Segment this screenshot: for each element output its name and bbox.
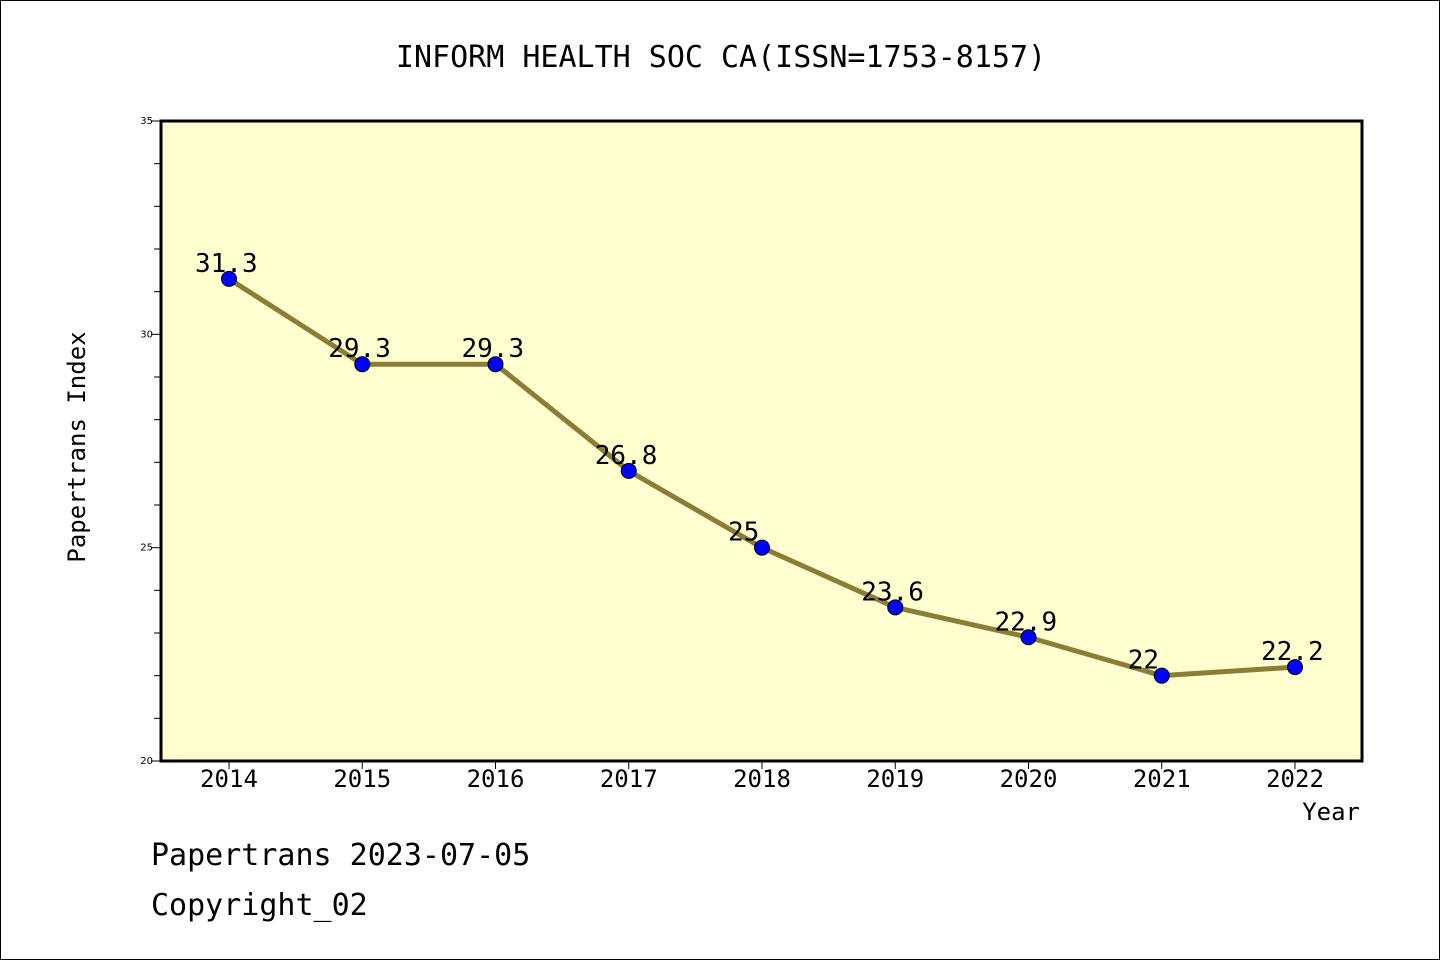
data-point: [1020, 629, 1037, 646]
data-point: [221, 270, 237, 287]
y-tick-label: 30: [140, 329, 153, 340]
data-label: 23.6: [861, 577, 924, 607]
x-tick-label: 2020: [1000, 765, 1058, 793]
data-label: 29.3: [462, 334, 525, 364]
data-point: [887, 599, 904, 616]
data-point: [354, 356, 371, 373]
data-label: 25: [728, 518, 759, 548]
marker-group: [221, 270, 1303, 684]
x-tick-label: 2022: [1266, 765, 1324, 793]
y-axis-label: Papertrans Index: [63, 331, 91, 562]
x-tick-label: 2017: [600, 765, 658, 793]
y-axis: 20 25 30 35: [140, 116, 161, 767]
x-tick-label: 2016: [467, 765, 525, 793]
data-label: 22.2: [1261, 637, 1324, 667]
y-tick-label: 20: [140, 756, 153, 767]
data-label: 29.3: [328, 334, 391, 364]
footer-date: Papertrans 2023-07-05: [151, 838, 530, 873]
plot-area: [159, 119, 1364, 763]
x-tick-label: 2015: [333, 765, 391, 793]
data-label: 31.3: [195, 249, 258, 279]
data-point: [487, 356, 504, 373]
x-tick-label: 2021: [1133, 765, 1191, 793]
chart-title: INFORM HEALTH SOC CA(ISSN=1753-8157): [396, 40, 1046, 75]
y-tick-label: 35: [140, 116, 153, 127]
data-point: [1153, 667, 1170, 684]
data-point: [620, 462, 637, 479]
y-tick-label: 25: [140, 543, 153, 554]
x-axis: 2014 2015 2016 2017 2018 2019 2020 2021 2022: [200, 761, 1324, 793]
data-label: 22: [1128, 646, 1159, 676]
x-tick-label: 2018: [733, 765, 791, 793]
footer-copyright: Copyright_02: [151, 888, 368, 923]
x-tick-label: 2019: [866, 765, 924, 793]
x-tick-label: 2014: [200, 765, 258, 793]
x-axis-label: Year: [1302, 798, 1360, 826]
data-point: [1287, 659, 1303, 676]
data-label: 22.9: [995, 607, 1058, 637]
data-label: 26.8: [595, 441, 658, 471]
data-label-group: 31.3 29.3 29.3 26.8 25 23.6 22.9 22 22.2: [195, 249, 1324, 676]
data-point: [754, 539, 770, 556]
